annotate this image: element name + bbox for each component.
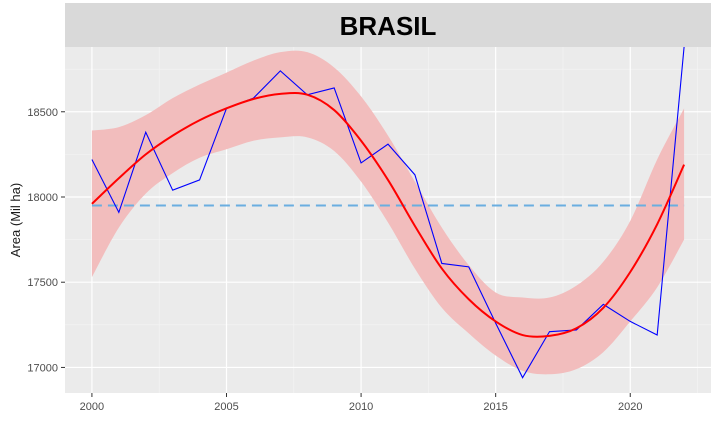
chart-title: BRASIL: [340, 11, 437, 41]
smoothed-line: [91, 92, 685, 338]
x-tick-label: 2020: [618, 401, 642, 413]
x-axis-ticks: 2000 2005 2010 2015 2020: [80, 393, 642, 413]
y-tick-label: 18500: [27, 107, 58, 119]
title-strip: [65, 3, 711, 47]
y-axis-ticks: 17000 17500 18000 18500: [27, 107, 65, 374]
observed-series: [91, 47, 685, 379]
x-tick-label: 2000: [80, 401, 104, 413]
y-axis-label: Area (Mil ha): [8, 183, 23, 257]
y-tick-label: 17500: [27, 277, 58, 289]
smoothed-series: [91, 92, 685, 338]
observed-line: [91, 47, 685, 379]
x-tick-label: 2015: [483, 401, 507, 413]
confidence-band: [91, 50, 685, 375]
x-tick-label: 2010: [349, 401, 373, 413]
confidence-band-area: [91, 50, 685, 375]
y-tick-label: 18000: [27, 192, 58, 204]
y-tick-label: 17000: [27, 362, 58, 374]
x-tick-label: 2005: [214, 401, 238, 413]
